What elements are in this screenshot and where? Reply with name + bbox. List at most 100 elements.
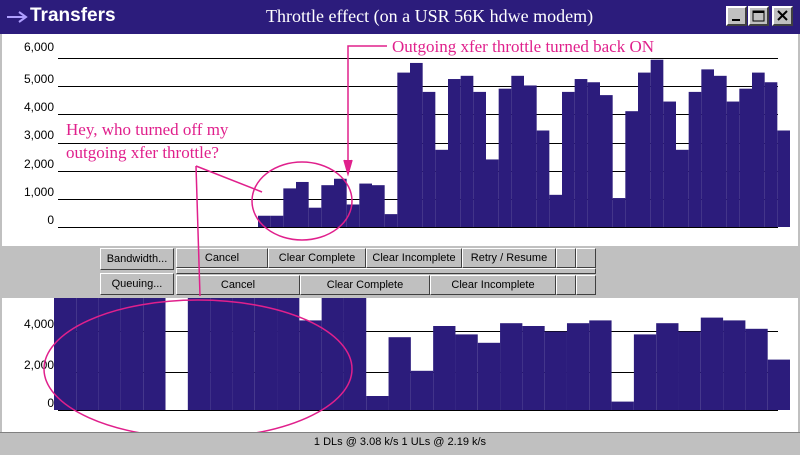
y-tick-label: 2,000 (23, 157, 54, 171)
throughput-bar (334, 178, 347, 227)
throughput-bar (359, 183, 372, 227)
throughput-bar (522, 326, 545, 410)
throughput-bar (536, 130, 550, 227)
throughput-bar (187, 298, 211, 410)
throughput-bar (625, 111, 638, 227)
throughput-bar (726, 101, 740, 227)
throughput-bar (321, 298, 344, 410)
throughput-bar (343, 298, 367, 410)
annotation-throttle-on: Outgoing xfer throttle turned back ON (392, 37, 655, 56)
throughput-bar (650, 59, 664, 228)
throughput-bar (511, 75, 524, 227)
throughput-bar (700, 317, 724, 410)
throughput-bar (688, 91, 702, 228)
throughput-bar (767, 359, 790, 410)
download-clear-complete-button[interactable]: Clear Complete (268, 248, 366, 268)
throughput-bar (210, 298, 233, 410)
annotation-throttle-off: outgoing xfer throttle? (66, 143, 219, 162)
upload-clear-incomplete-button[interactable]: Clear Incomplete (430, 275, 556, 295)
throughput-bar (562, 91, 575, 228)
throughput-bar (388, 337, 411, 410)
y-tick-label: 5,000 (23, 72, 54, 86)
throughput-bar (611, 401, 634, 410)
download-clear-incomplete-button[interactable]: Clear Incomplete (366, 248, 462, 268)
throughput-bar (701, 69, 714, 227)
y-tick-label: 4,000 (23, 317, 54, 331)
upload-extra-button[interactable] (576, 275, 596, 295)
throughput-bar (638, 72, 651, 227)
transfer-toolbar: Bandwidth... Queuing... Cancel Clear Com… (0, 246, 800, 298)
throughput-bar (500, 323, 523, 410)
throughput-bar (587, 82, 600, 227)
throughput-bar (663, 101, 676, 227)
throughput-bar (777, 130, 790, 227)
upload-cancel-button[interactable]: Cancel (176, 275, 300, 295)
throughput-bar (410, 370, 434, 410)
throughput-bar (566, 323, 590, 410)
throughput-bar (477, 342, 501, 410)
throughput-bar (486, 159, 499, 227)
y-tick-label: 2,000 (23, 358, 54, 372)
download-cancel-button[interactable]: Cancel (176, 248, 268, 268)
throughput-bar (473, 91, 486, 228)
throughput-bar (678, 331, 701, 410)
upload-clear-complete-button[interactable]: Clear Complete (300, 275, 430, 295)
throughput-bar (498, 88, 512, 228)
throughput-bar (544, 331, 567, 410)
throughput-bar (410, 62, 423, 228)
throughput-bar (656, 323, 679, 410)
gridline (58, 410, 778, 411)
throughput-bar (574, 79, 588, 227)
minimize-icon (732, 19, 740, 21)
title-bar[interactable]: Transfers Throttle effect (on a USR 56K … (0, 0, 800, 34)
throughput-bar (589, 320, 612, 410)
throughput-bar (676, 149, 689, 227)
throughput-bar (372, 185, 385, 227)
throughput-bar (283, 188, 296, 227)
download-retry-resume-button[interactable]: Retry / Resume (462, 248, 556, 268)
close-button[interactable] (772, 6, 793, 26)
throughput-bar (270, 215, 284, 227)
app-name: Transfers (30, 5, 116, 26)
upload-extra-button[interactable] (556, 275, 576, 295)
queuing-button[interactable]: Queuing... (100, 273, 174, 295)
download-throughput-chart (258, 59, 790, 228)
maximize-button[interactable] (748, 6, 769, 26)
throughput-bar (549, 194, 562, 227)
arrow-icon (7, 11, 28, 23)
throughput-bar (433, 326, 456, 410)
minimize-button[interactable] (726, 6, 747, 26)
gridline (58, 58, 778, 59)
download-extra-button[interactable] (576, 248, 596, 268)
close-icon (777, 10, 788, 21)
throughput-bar (600, 95, 613, 227)
y-tick-label: 3,000 (23, 128, 54, 142)
status-bar: 1 DLs @ 3.08 k/s 1 ULs @ 2.19 k/s (0, 432, 800, 455)
annotation-throttle-off: Hey, who turned off my (66, 120, 229, 139)
bandwidth-button[interactable]: Bandwidth... (100, 248, 174, 270)
throughput-bar (120, 298, 144, 410)
maximize-icon (752, 10, 765, 22)
throughput-bar (752, 72, 765, 227)
download-extra-button[interactable] (556, 248, 576, 268)
upload-throughput-chart (54, 298, 790, 410)
y-tick-label: 4,000 (23, 100, 54, 114)
throughput-bar (745, 328, 768, 410)
y-tick-label: 0 (47, 213, 54, 227)
throughput-bar (723, 320, 746, 410)
throughput-bar (299, 320, 322, 410)
throughput-bar (232, 298, 255, 410)
throughput-bar (714, 75, 727, 227)
throughput-bar (54, 298, 77, 410)
y-tick-label: 6,000 (23, 40, 54, 54)
throughput-bar (422, 91, 436, 228)
throughput-bar (143, 298, 166, 410)
splitter[interactable] (176, 268, 596, 274)
throughput-bar (296, 181, 309, 227)
throughput-bar (98, 298, 121, 410)
throughput-bar (258, 215, 271, 227)
window-title: Throttle effect (on a USR 56K hdwe modem… (266, 6, 594, 26)
throughput-bar (76, 298, 99, 410)
gridline (58, 331, 778, 332)
throughput-bar (277, 298, 300, 410)
